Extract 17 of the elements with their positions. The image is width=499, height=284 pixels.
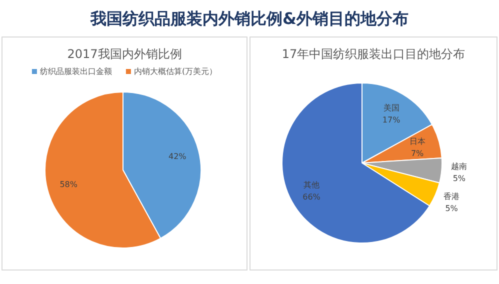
data-label: 66% [302,192,321,202]
legend-label: 内销大概估算(万美元） [134,67,218,76]
data-label: 5% [452,174,466,184]
chart-title: 2017我国内外销比例 [67,47,182,61]
data-label: 42% [168,152,187,162]
data-label: 58% [60,180,78,189]
legend-label: 纺织品服装出口金额 [40,67,112,76]
text: 我国纺织品服装内外销比例&外销目的地分布 [90,9,408,28]
chart-title: 17年中国纺织服装出口目的地分布 [282,47,466,61]
slice-label: 美国 [383,103,400,112]
slice-label: 香港 [444,192,460,201]
slice-label: 越南 [451,162,468,172]
data-label: 7% [410,148,424,158]
slice-label: 日本 [409,136,426,146]
data-label: 5% [445,204,458,213]
data-label: 17% [382,115,401,124]
slice-label: 其他 [304,180,320,190]
